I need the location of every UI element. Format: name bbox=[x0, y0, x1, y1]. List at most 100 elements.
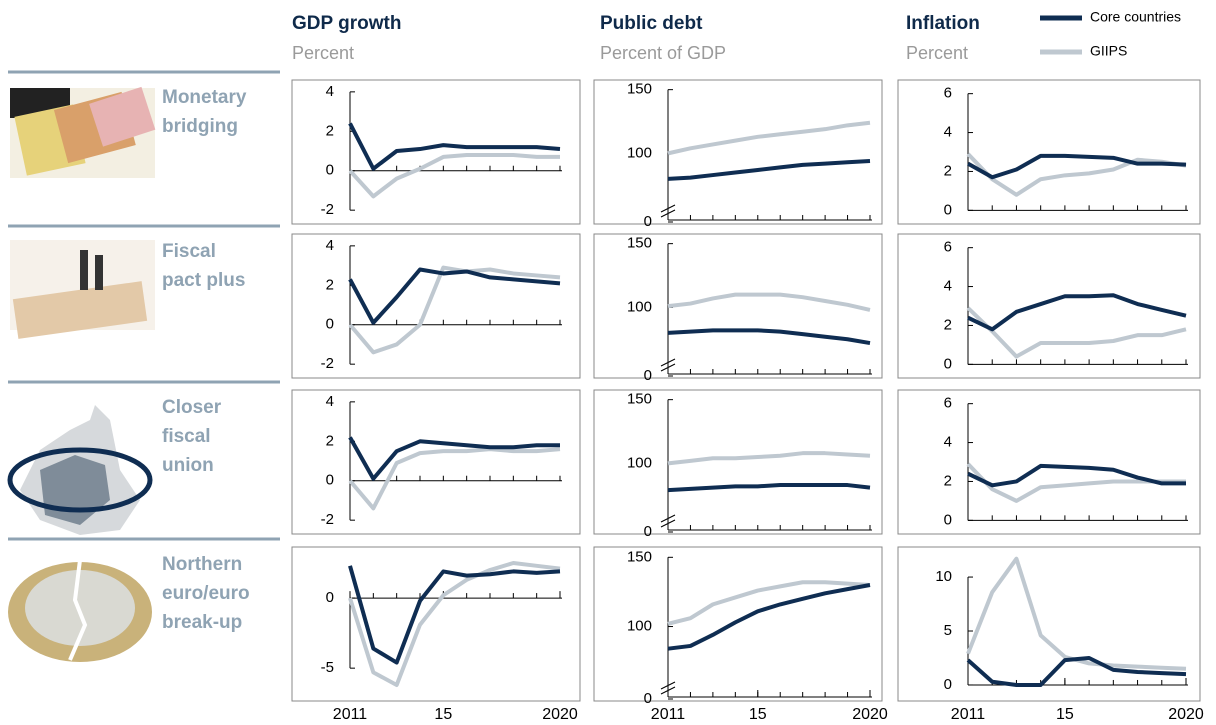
series-line bbox=[668, 453, 870, 463]
thumbnail-coin bbox=[8, 560, 152, 662]
panel: 0 100 150 bbox=[594, 390, 882, 540]
figure: GDP growth Percent Public debt Percent of G… bbox=[0, 0, 1216, 725]
column-title: Inflation bbox=[906, 13, 980, 34]
thumbnail-figures bbox=[10, 240, 155, 339]
panel: 0 2 4 6 bbox=[898, 390, 1200, 534]
series-line bbox=[668, 585, 870, 649]
panel: -2 0 2 4 bbox=[292, 80, 580, 224]
y-tick-label: 0 bbox=[644, 213, 652, 230]
x-tick-label: 15 bbox=[434, 706, 452, 723]
row-label: euro/euro bbox=[162, 583, 250, 604]
y-tick-label: 4 bbox=[326, 83, 334, 100]
panel: 0 100 150 bbox=[594, 234, 882, 384]
y-tick-label: 6 bbox=[944, 85, 952, 102]
y-tick-label: 150 bbox=[627, 235, 652, 252]
y-tick-label: 0 bbox=[644, 523, 652, 540]
thumbnail-banknotes bbox=[10, 87, 155, 178]
row-label: Monetary bbox=[162, 87, 247, 108]
y-tick-label: 0 bbox=[644, 367, 652, 384]
series-line bbox=[668, 485, 870, 490]
y-tick-label: 100 bbox=[627, 298, 652, 315]
y-tick-label: 2 bbox=[944, 316, 952, 333]
y-tick-label: 0 bbox=[326, 472, 334, 489]
x-tick-label: 2011 bbox=[333, 706, 368, 723]
y-tick-label: 100 bbox=[627, 618, 652, 635]
row-label: fiscal bbox=[162, 426, 211, 447]
column-title: Public debt bbox=[600, 13, 703, 34]
y-tick-label: 0 bbox=[944, 201, 952, 218]
y-tick-label: 2 bbox=[944, 472, 952, 489]
series-line bbox=[668, 582, 870, 624]
legend-label: Core countries bbox=[1090, 9, 1181, 25]
x-tick-label: 2020 bbox=[542, 706, 578, 723]
y-tick-label: 150 bbox=[627, 548, 652, 565]
y-tick-label: 150 bbox=[627, 391, 652, 408]
y-tick-label: -2 bbox=[321, 201, 334, 218]
x-tick-label: 2020 bbox=[1168, 706, 1204, 723]
y-tick-label: 2 bbox=[326, 432, 334, 449]
y-tick-label: 0 bbox=[326, 589, 334, 606]
y-tick-label: 6 bbox=[944, 239, 952, 256]
x-tick-label: 2011 bbox=[651, 706, 686, 723]
series-line bbox=[668, 161, 870, 179]
panel-frame bbox=[292, 80, 580, 224]
y-tick-label: 0 bbox=[944, 355, 952, 372]
series-line bbox=[968, 295, 1186, 329]
row-label: pact plus bbox=[162, 270, 245, 291]
y-tick-label: 10 bbox=[935, 568, 952, 585]
series-line bbox=[350, 449, 560, 508]
column-unit: Percent bbox=[906, 43, 968, 63]
y-tick-label: 0 bbox=[944, 511, 952, 528]
y-tick-label: 100 bbox=[627, 454, 652, 471]
panel: -5 0 2011 15 2020 bbox=[292, 547, 580, 723]
series-line bbox=[668, 330, 870, 343]
panel: 0 2 4 6 bbox=[898, 80, 1200, 224]
x-tick-label: 15 bbox=[749, 706, 767, 723]
y-tick-label: 4 bbox=[326, 393, 334, 410]
panel: -2 0 2 4 bbox=[292, 234, 580, 378]
row-label: break-up bbox=[162, 612, 242, 633]
panel: 0 2 4 6 bbox=[898, 234, 1200, 378]
column-unit: Percent bbox=[292, 43, 354, 63]
thumbnail-map bbox=[10, 405, 150, 535]
y-tick-label: 0 bbox=[644, 690, 652, 707]
x-tick-label: 2020 bbox=[852, 706, 888, 723]
row-label: union bbox=[162, 455, 214, 476]
y-tick-label: -2 bbox=[321, 355, 334, 372]
series-line bbox=[350, 270, 560, 323]
panel: 0 100 150 2011 15 2020 bbox=[594, 547, 888, 723]
y-tick-label: 4 bbox=[326, 237, 334, 254]
y-tick-label: 100 bbox=[627, 144, 652, 161]
y-tick-label: 6 bbox=[944, 395, 952, 412]
y-tick-label: 4 bbox=[944, 434, 952, 451]
y-tick-label: 5 bbox=[944, 622, 952, 639]
row-label: Closer bbox=[162, 397, 222, 418]
row-label: Northern bbox=[162, 554, 242, 575]
series-line bbox=[350, 566, 560, 663]
series-line bbox=[668, 295, 870, 310]
y-tick-label: 2 bbox=[326, 122, 334, 139]
x-tick-label: 15 bbox=[1056, 706, 1074, 723]
y-tick-label: -5 bbox=[321, 659, 334, 676]
series-line bbox=[350, 437, 560, 478]
series-line bbox=[968, 308, 1186, 357]
column-title: GDP growth bbox=[292, 13, 401, 34]
y-tick-label: 2 bbox=[944, 162, 952, 179]
panel-frame bbox=[292, 390, 580, 534]
y-tick-label: 0 bbox=[326, 162, 334, 179]
panel-frame bbox=[292, 547, 580, 701]
y-tick-label: -2 bbox=[321, 511, 334, 528]
row-label: bridging bbox=[162, 116, 238, 137]
panel: -2 0 2 4 bbox=[292, 390, 580, 534]
series-line bbox=[968, 559, 1186, 669]
y-tick-label: 2 bbox=[326, 276, 334, 293]
column-unit: Percent of GDP bbox=[600, 43, 726, 63]
y-tick-label: 0 bbox=[944, 676, 952, 693]
y-tick-label: 4 bbox=[944, 124, 952, 141]
row-label: Fiscal bbox=[162, 241, 216, 262]
y-tick-label: 0 bbox=[326, 316, 334, 333]
legend-label: GIIPS bbox=[1090, 43, 1127, 59]
y-tick-label: 4 bbox=[944, 278, 952, 295]
